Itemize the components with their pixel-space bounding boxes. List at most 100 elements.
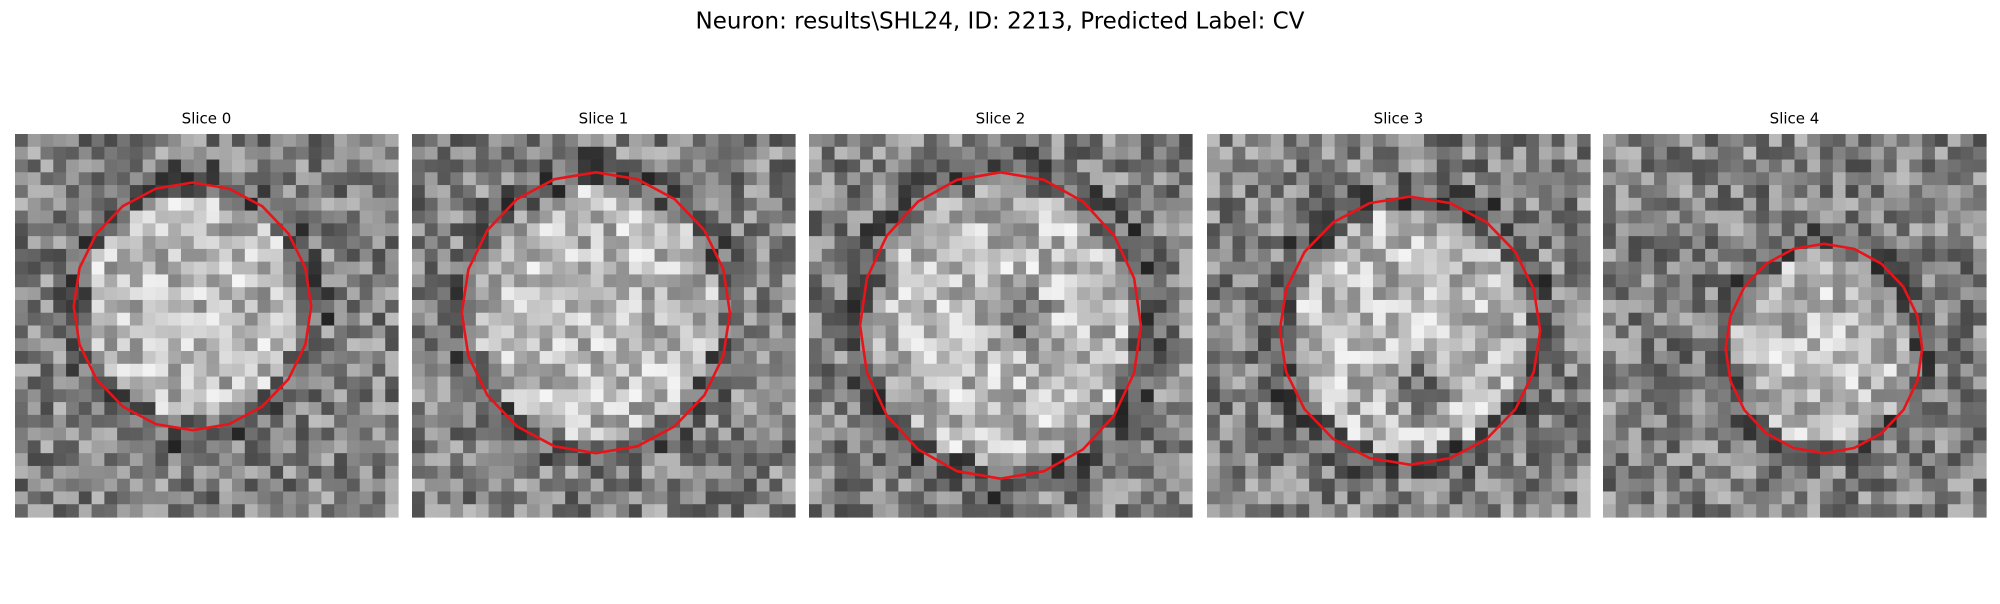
pixel [923, 351, 938, 365]
pixel [155, 197, 169, 212]
pixel [1743, 465, 1757, 480]
pixel [1385, 351, 1400, 365]
pixel [424, 287, 439, 301]
pixel [756, 465, 771, 480]
pixel [1679, 338, 1693, 352]
pixel [1347, 389, 1361, 403]
pixel [1013, 427, 1027, 441]
pixel [1705, 414, 1719, 429]
pixel [1947, 338, 1962, 352]
pixel [53, 274, 67, 288]
pixel [1654, 389, 1668, 403]
pixel [949, 376, 963, 390]
pixel [385, 248, 399, 263]
pixel [782, 172, 796, 186]
pixel [1768, 312, 1783, 327]
pixel [321, 210, 335, 224]
pixel [1807, 453, 1821, 467]
pixel [731, 453, 745, 467]
pixel [936, 376, 951, 390]
pixel [1207, 236, 1221, 250]
pixel [603, 402, 617, 416]
pixel [1372, 351, 1387, 365]
pixel [180, 376, 195, 390]
pixel [552, 134, 566, 148]
pixel [616, 325, 630, 339]
pixel [847, 172, 861, 186]
pixel [1871, 338, 1885, 352]
pixel [168, 427, 182, 441]
pixel [257, 351, 271, 365]
pixel [1692, 172, 1706, 186]
pixel [1654, 414, 1668, 429]
pixel [949, 414, 963, 429]
pixel [15, 427, 29, 441]
pixel [450, 363, 464, 378]
pixel [142, 223, 157, 237]
pixel [91, 287, 105, 301]
pixel [1487, 287, 1502, 301]
pixel [1947, 287, 1962, 301]
pixel [1347, 223, 1361, 237]
pixel [667, 325, 681, 339]
pixel [1820, 351, 1834, 365]
pixel [923, 414, 938, 429]
pixel [756, 159, 771, 173]
pixel [1258, 351, 1272, 365]
pixel [437, 312, 451, 327]
pixel [1411, 504, 1425, 518]
pixel [1615, 402, 1630, 416]
pixel [1462, 159, 1476, 173]
pixel [1500, 223, 1514, 237]
pixel [1960, 287, 1974, 301]
pixel [1283, 453, 1297, 467]
pixel [1679, 159, 1693, 173]
pixel [1372, 134, 1387, 148]
pixel [1475, 197, 1489, 212]
pixel [1475, 389, 1489, 403]
pixel [1603, 159, 1617, 173]
pixel [359, 172, 374, 186]
pixel [782, 389, 796, 403]
pixel [590, 134, 605, 148]
pixel [1896, 338, 1910, 352]
pixel [1973, 478, 1987, 493]
pixel [180, 274, 195, 288]
pixel [1807, 261, 1821, 276]
pixel [424, 248, 439, 263]
pixel [834, 223, 848, 237]
pixel [295, 312, 310, 327]
pixel [1973, 248, 1987, 263]
pixel [1526, 389, 1540, 403]
pixel [834, 159, 848, 173]
pixel [911, 338, 925, 352]
pixel [1756, 299, 1770, 314]
pixel [142, 351, 157, 365]
pixel [847, 414, 861, 429]
pixel [1051, 172, 1065, 186]
pixel [1628, 465, 1642, 480]
pixel [1756, 478, 1770, 493]
pixel [1973, 363, 1987, 378]
pixel [1140, 261, 1155, 276]
pixel [501, 478, 515, 493]
pixel [1102, 274, 1116, 288]
pixel [334, 146, 348, 161]
pixel [1102, 440, 1116, 454]
pixel [552, 236, 566, 250]
pixel [718, 453, 732, 467]
pixel [308, 210, 322, 224]
pixel [949, 248, 963, 263]
pixel [911, 274, 925, 288]
pixel [359, 376, 374, 390]
pixel [1219, 414, 1234, 429]
pixel [412, 134, 426, 148]
pixel [1487, 325, 1502, 339]
pixel [1832, 402, 1847, 416]
pixel [526, 325, 541, 339]
pixel [1794, 491, 1808, 505]
pixel [821, 363, 836, 378]
pixel [526, 504, 541, 518]
pixel [705, 274, 719, 288]
pixel [1334, 363, 1349, 378]
